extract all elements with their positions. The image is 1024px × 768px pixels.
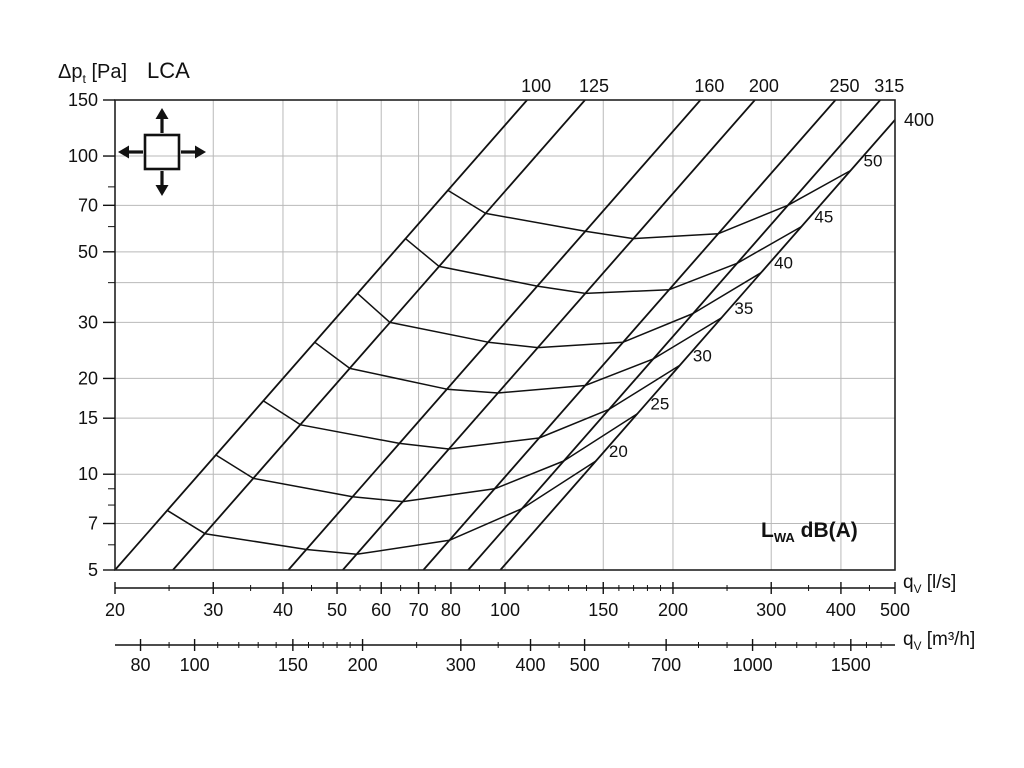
x-axis-ls-labels: 20 30 40 50 60 70 80 100 150 200 300 400 500 <box>105 600 910 620</box>
x-axis-m3h-tick-label: 150 <box>278 655 308 675</box>
chart-title: LCA <box>147 58 190 83</box>
x-axis-ls-tick-label: 200 <box>658 600 688 620</box>
diameter-label-160: 160 <box>694 76 724 96</box>
damper-icon-arrow-head <box>155 108 169 119</box>
x-axis-m3h-tick-label: 400 <box>515 655 545 675</box>
diameter-line-200 <box>342 100 756 570</box>
lwa-label-20: 20 <box>609 442 628 461</box>
x-axis-ls-tick-label: 500 <box>880 600 910 620</box>
x-axis-ls-title: qV [l/s] <box>903 572 957 597</box>
lwa-labels: 20 25 30 35 40 45 50 <box>609 152 883 461</box>
x-axis-ls-tick-label: 30 <box>203 600 223 620</box>
diameter-label-200: 200 <box>749 76 779 96</box>
x-axis-m3h <box>115 639 895 651</box>
y-axis-title: Δpt [Pa] <box>58 61 127 87</box>
lwa-curve-50 <box>447 169 851 240</box>
diameter-line-400 <box>499 119 895 570</box>
lwa-label-40: 40 <box>774 254 793 273</box>
y-axis-labels: 150 100 70 50 30 20 15 10 7 5 <box>68 90 98 580</box>
x-axis-m3h-tick-label: 500 <box>570 655 600 675</box>
grid <box>114 99 896 571</box>
lwa-curve-40 <box>356 272 762 349</box>
y-tick-label: 70 <box>78 195 98 215</box>
lwa-label-45: 45 <box>814 208 833 227</box>
y-axis-title-post: [Pa] <box>85 61 128 83</box>
x-axis-ls-title-sub: V <box>913 582 922 596</box>
plot-border <box>114 99 896 571</box>
x-axis-ls-title-pre: q <box>903 572 914 593</box>
lwa-label-35: 35 <box>734 299 753 318</box>
x-axis-ls-tick-label: 150 <box>588 600 618 620</box>
lwa-legend-pre: L <box>761 519 774 542</box>
lwa-label-50: 50 <box>864 152 883 171</box>
x-axis-m3h-tick-label: 1000 <box>733 655 773 675</box>
lwa-curve-30 <box>262 364 681 450</box>
lwa-legend: LWA dB(A) <box>761 519 858 546</box>
x-axis-ls-tick-label: 50 <box>327 600 347 620</box>
x-axis-m3h-title: qV [m³/h] <box>903 629 976 654</box>
damper-icon <box>118 108 206 196</box>
diameter-line-315 <box>467 100 881 570</box>
diameter-label-400: 400 <box>904 110 934 130</box>
diameter-line-100 <box>115 100 528 570</box>
y-tick-label: 150 <box>68 90 98 110</box>
x-axis-m3h-tick-label: 700 <box>651 655 681 675</box>
lwa-label-25: 25 <box>650 395 669 414</box>
y-tick-label: 15 <box>78 408 98 428</box>
x-axis-m3h-tick-label: 200 <box>348 655 378 675</box>
x-axis-m3h-title-sub: V <box>913 639 922 653</box>
x-axis-m3h-labels: 80 100 150 200 300 400 500 700 1000 1500 <box>130 655 870 675</box>
lwa-legend-post: dB(A) <box>794 519 858 542</box>
diameter-line-250 <box>422 100 837 570</box>
x-axis-ls-tick-label: 60 <box>371 600 391 620</box>
diameter-label-100: 100 <box>521 76 551 96</box>
x-axis-m3h-tick-label: 300 <box>446 655 476 675</box>
diameter-line-160 <box>287 100 702 570</box>
diameter-label-315: 315 <box>874 76 904 96</box>
y-tick-label: 20 <box>78 368 98 388</box>
x-axis-ls-tick-label: 40 <box>273 600 293 620</box>
y-tick-label: 30 <box>78 312 98 332</box>
y-tick-label: 5 <box>88 560 98 580</box>
y-tick-label: 100 <box>68 146 98 166</box>
x-axis-ls-tick-label: 70 <box>409 600 429 620</box>
lwa-curve-25 <box>215 413 638 503</box>
x-axis-ls-title-post: [l/s] <box>921 572 957 593</box>
lwa-label-30: 30 <box>693 346 712 365</box>
x-axis-ls-tick-label: 300 <box>756 600 786 620</box>
lwa-curve-45 <box>404 225 802 295</box>
x-axis-ls-tick-label: 100 <box>490 600 520 620</box>
x-axis-m3h-tick-label: 100 <box>180 655 210 675</box>
y-tick-label: 50 <box>78 242 98 262</box>
x-axis-m3h-tick-label: 80 <box>130 655 150 675</box>
diameter-line-125 <box>172 100 586 570</box>
y-axis-title-pre: Δp <box>58 61 83 83</box>
x-axis-ls <box>114 582 896 594</box>
lwa-curve-20 <box>166 460 597 556</box>
y-tick-label: 7 <box>88 514 98 534</box>
damper-icon-square <box>143 133 181 171</box>
x-axis-m3h-tick-label: 1500 <box>831 655 871 675</box>
damper-icon-arrow-head <box>118 145 129 159</box>
damper-icon-arrow-head <box>195 145 206 159</box>
x-axis-ls-tick-label: 20 <box>105 600 125 620</box>
x-axis-ls-tick-label: 400 <box>826 600 856 620</box>
lwa-curve-35 <box>314 317 722 394</box>
damper-icon-arrow-head <box>155 185 169 196</box>
y-axis-ticks <box>103 99 115 571</box>
x-axis-m3h-title-pre: q <box>903 629 914 650</box>
x-axis-ls-tick-label: 80 <box>441 600 461 620</box>
diameter-label-125: 125 <box>579 76 609 96</box>
y-tick-label: 10 <box>78 464 98 484</box>
diameter-label-250: 250 <box>829 76 859 96</box>
lwa-legend-sub: WA <box>773 530 795 546</box>
y-axis-title-sub: t <box>82 72 86 86</box>
x-axis-m3h-title-post: [m³/h] <box>921 629 976 650</box>
